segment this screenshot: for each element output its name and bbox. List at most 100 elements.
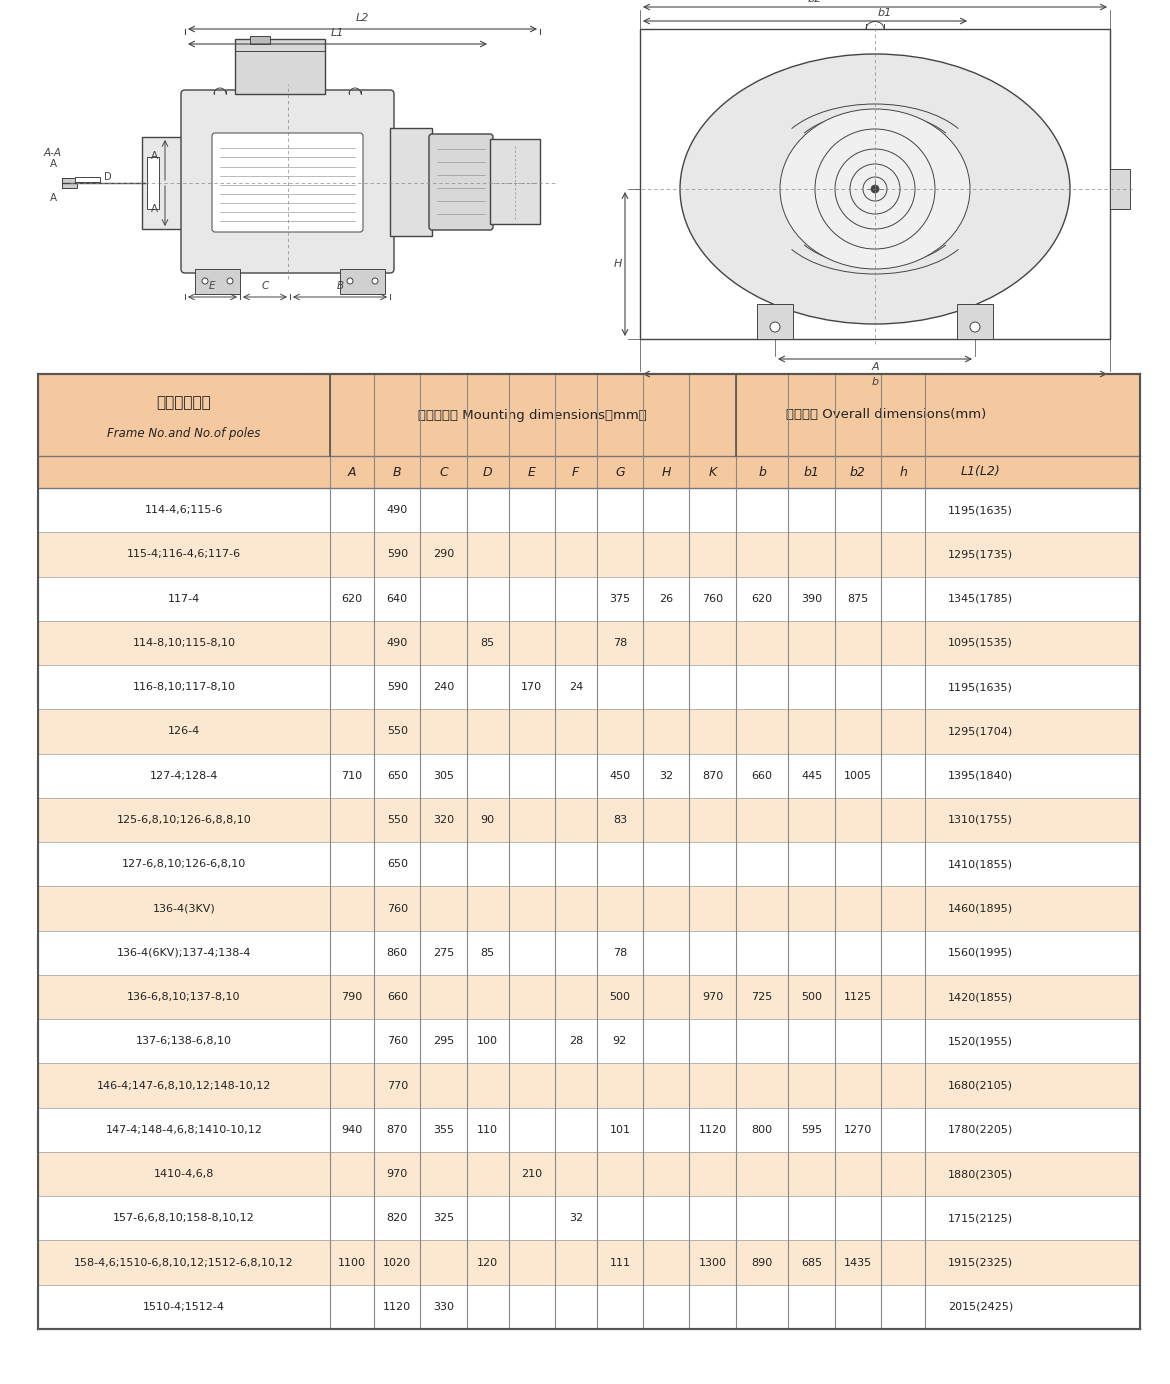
FancyBboxPatch shape: [212, 133, 363, 233]
Text: K: K: [708, 465, 716, 479]
FancyBboxPatch shape: [429, 134, 493, 230]
Text: 136-4(6KV);137-4;138-4: 136-4(6KV);137-4;138-4: [117, 948, 252, 958]
Text: 875: 875: [847, 594, 868, 603]
Text: 590: 590: [387, 682, 408, 692]
Text: 114-4,6;115-6: 114-4,6;115-6: [145, 505, 223, 515]
Text: 115-4;116-4,6;117-6: 115-4;116-4,6;117-6: [128, 549, 241, 559]
Text: 111: 111: [610, 1258, 631, 1268]
Text: 117-4: 117-4: [167, 594, 200, 603]
Text: 870: 870: [386, 1125, 408, 1135]
Text: 125-6,8,10;126-6,8,8,10: 125-6,8,10;126-6,8,8,10: [117, 815, 252, 825]
Text: 375: 375: [610, 594, 631, 603]
Text: 1410-4,6,8: 1410-4,6,8: [153, 1169, 214, 1179]
Text: 590: 590: [387, 549, 408, 559]
Bar: [37, 1019, 1140, 1063]
Bar: [37, 1284, 1140, 1329]
Bar: [195, 268, 240, 293]
Text: 800: 800: [751, 1125, 772, 1135]
Text: 78: 78: [613, 638, 627, 648]
Text: 85: 85: [481, 638, 495, 648]
Text: 78: 78: [613, 948, 627, 958]
Text: 1715(2125): 1715(2125): [948, 1214, 1013, 1223]
Text: 1195(1635): 1195(1635): [949, 505, 1013, 515]
Text: 550: 550: [387, 727, 408, 736]
Text: E: E: [528, 465, 536, 479]
Bar: [37, 1063, 1140, 1107]
Text: E: E: [208, 281, 215, 291]
Text: 1510-4;1512-4: 1510-4;1512-4: [143, 1302, 225, 1312]
Text: 725: 725: [751, 992, 772, 1002]
Text: 26: 26: [659, 594, 673, 603]
Text: G: G: [615, 465, 625, 479]
Text: 100: 100: [477, 1037, 498, 1046]
Text: 1300: 1300: [698, 1258, 727, 1268]
Text: H: H: [613, 259, 622, 268]
Text: 660: 660: [387, 992, 408, 1002]
Text: 101: 101: [610, 1125, 631, 1135]
Bar: [37, 710, 1140, 753]
Text: 136-6,8,10;137-8,10: 136-6,8,10;137-8,10: [128, 992, 241, 1002]
Text: 760: 760: [702, 594, 723, 603]
Text: 1435: 1435: [844, 1258, 872, 1268]
Bar: [37, 374, 1140, 455]
Text: 1520(1955): 1520(1955): [948, 1037, 1013, 1046]
Text: b1: b1: [878, 8, 892, 18]
Text: 330: 330: [433, 1302, 454, 1312]
Bar: [390, 127, 432, 237]
Text: 970: 970: [386, 1169, 408, 1179]
Text: 860: 860: [387, 948, 408, 958]
Text: 790: 790: [342, 992, 363, 1002]
Text: 620: 620: [751, 594, 772, 603]
Text: 210: 210: [521, 1169, 542, 1179]
Text: 1395(1840): 1395(1840): [948, 771, 1013, 781]
Bar: [250, 36, 270, 44]
Text: 126-4: 126-4: [167, 727, 200, 736]
Bar: [757, 304, 793, 339]
Text: h: h: [899, 465, 907, 479]
Text: 1460(1895): 1460(1895): [948, 904, 1013, 913]
Text: 1560(1995): 1560(1995): [948, 948, 1013, 958]
Text: Frame No.and No.of poles: Frame No.and No.of poles: [108, 426, 261, 440]
Text: 550: 550: [387, 815, 408, 825]
Text: 1120: 1120: [384, 1302, 412, 1312]
Bar: [37, 533, 1140, 577]
Text: 158-4,6;1510-6,8,10,12;1512-6,8,10,12: 158-4,6;1510-6,8,10,12;1512-6,8,10,12: [74, 1258, 294, 1268]
Text: 2015(2425): 2015(2425): [948, 1302, 1013, 1312]
Text: 1915(2325): 1915(2325): [948, 1258, 1013, 1268]
Text: L1(L2): L1(L2): [961, 465, 1000, 479]
Text: 770: 770: [386, 1081, 408, 1091]
Text: 146-4;147-6,8,10,12;148-10,12: 146-4;147-6,8,10,12;148-10,12: [97, 1081, 271, 1091]
Bar: [37, 1151, 1140, 1196]
Circle shape: [770, 322, 780, 332]
Text: 650: 650: [387, 771, 408, 781]
Text: 1125: 1125: [844, 992, 872, 1002]
Text: 820: 820: [386, 1214, 408, 1223]
Text: 320: 320: [433, 815, 454, 825]
Text: 1195(1635): 1195(1635): [949, 682, 1013, 692]
Text: 620: 620: [342, 594, 363, 603]
Circle shape: [970, 322, 980, 332]
Text: 500: 500: [610, 992, 631, 1002]
Text: 1005: 1005: [844, 771, 872, 781]
Text: D: D: [483, 465, 493, 479]
Text: A: A: [347, 465, 357, 479]
Text: F: F: [572, 465, 579, 479]
Circle shape: [347, 278, 353, 284]
Text: 83: 83: [613, 815, 627, 825]
Text: 275: 275: [433, 948, 454, 958]
Text: 机座号及极数: 机座号及极数: [157, 396, 212, 410]
Circle shape: [372, 278, 378, 284]
Bar: [37, 1196, 1140, 1240]
Text: 110: 110: [477, 1125, 498, 1135]
Text: C: C: [261, 281, 269, 291]
Text: 136-4(3KV): 136-4(3KV): [152, 904, 215, 913]
Text: D: D: [104, 172, 112, 183]
Text: 安装尺寸表 Mounting dimensions（mm）: 安装尺寸表 Mounting dimensions（mm）: [419, 408, 647, 422]
Circle shape: [202, 278, 208, 284]
Text: 24: 24: [569, 682, 583, 692]
Circle shape: [870, 185, 879, 192]
Text: 92: 92: [613, 1037, 627, 1046]
Text: 870: 870: [702, 771, 723, 781]
Text: b: b: [758, 465, 766, 479]
Text: 1120: 1120: [698, 1125, 727, 1135]
